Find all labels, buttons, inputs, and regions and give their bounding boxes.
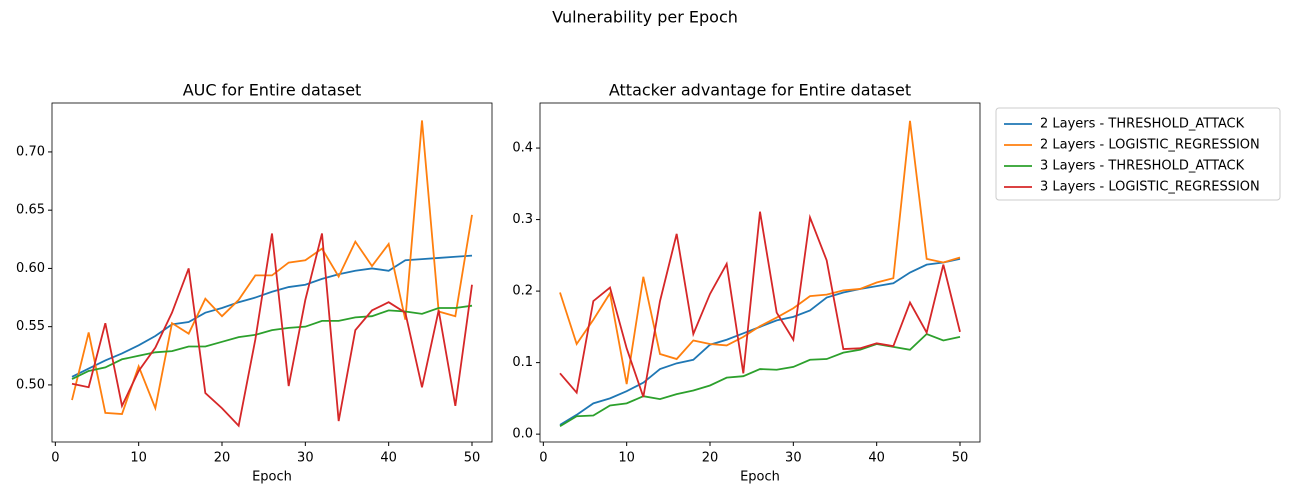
y-tick-label: 0.60 <box>16 261 45 276</box>
x-tick-label: 0 <box>539 451 547 466</box>
y-tick-label: 0.70 <box>16 144 45 159</box>
x-tick-label: 30 <box>297 451 314 466</box>
series-line <box>71 120 473 415</box>
x-tick-label: 40 <box>868 451 885 466</box>
legend-label: 2 Layers - THRESHOLD_ATTACK <box>1040 117 1245 132</box>
x-tick-label: 50 <box>464 451 481 466</box>
y-tick-label: 0.0 <box>512 427 533 442</box>
series-line <box>559 120 961 385</box>
legend-label: 3 Layers - LOGISTIC_REGRESSION <box>1040 180 1260 195</box>
axes-frame <box>539 102 981 443</box>
x-tick-label: 0 <box>51 451 59 466</box>
y-tick-label: 0.1 <box>512 355 533 370</box>
x-tick-label: 10 <box>618 451 635 466</box>
series-line <box>559 211 961 398</box>
x-axis-label: Epoch <box>740 470 780 485</box>
x-tick-label: 10 <box>130 451 147 466</box>
y-tick-label: 0.2 <box>512 284 533 299</box>
y-tick-label: 0.4 <box>512 141 533 156</box>
x-tick-label: 20 <box>702 451 719 466</box>
axes-title: Attacker advantage for Entire dataset <box>609 81 911 100</box>
y-tick-label: 0.55 <box>16 319 45 334</box>
x-axis-label: Epoch <box>252 470 292 485</box>
series-line <box>71 304 473 380</box>
legend-label: 2 Layers - LOGISTIC_REGRESSION <box>1040 138 1260 153</box>
y-tick-label: 0.3 <box>512 212 533 227</box>
y-tick-label: 0.50 <box>16 377 45 392</box>
axes-frame <box>51 102 493 443</box>
x-tick-label: 40 <box>380 451 397 466</box>
legend-box <box>995 107 1281 201</box>
y-tick-label: 0.65 <box>16 203 45 218</box>
legend-label: 3 Layers - THRESHOLD_ATTACK <box>1040 159 1245 174</box>
series-line <box>71 254 473 378</box>
x-tick-label: 50 <box>952 451 969 466</box>
series-line <box>559 258 961 426</box>
x-tick-label: 30 <box>785 451 802 466</box>
x-tick-label: 20 <box>214 451 231 466</box>
axes-title: AUC for Entire dataset <box>183 81 362 100</box>
series-line <box>71 233 473 428</box>
figure-title: Vulnerability per Epoch <box>552 8 738 27</box>
